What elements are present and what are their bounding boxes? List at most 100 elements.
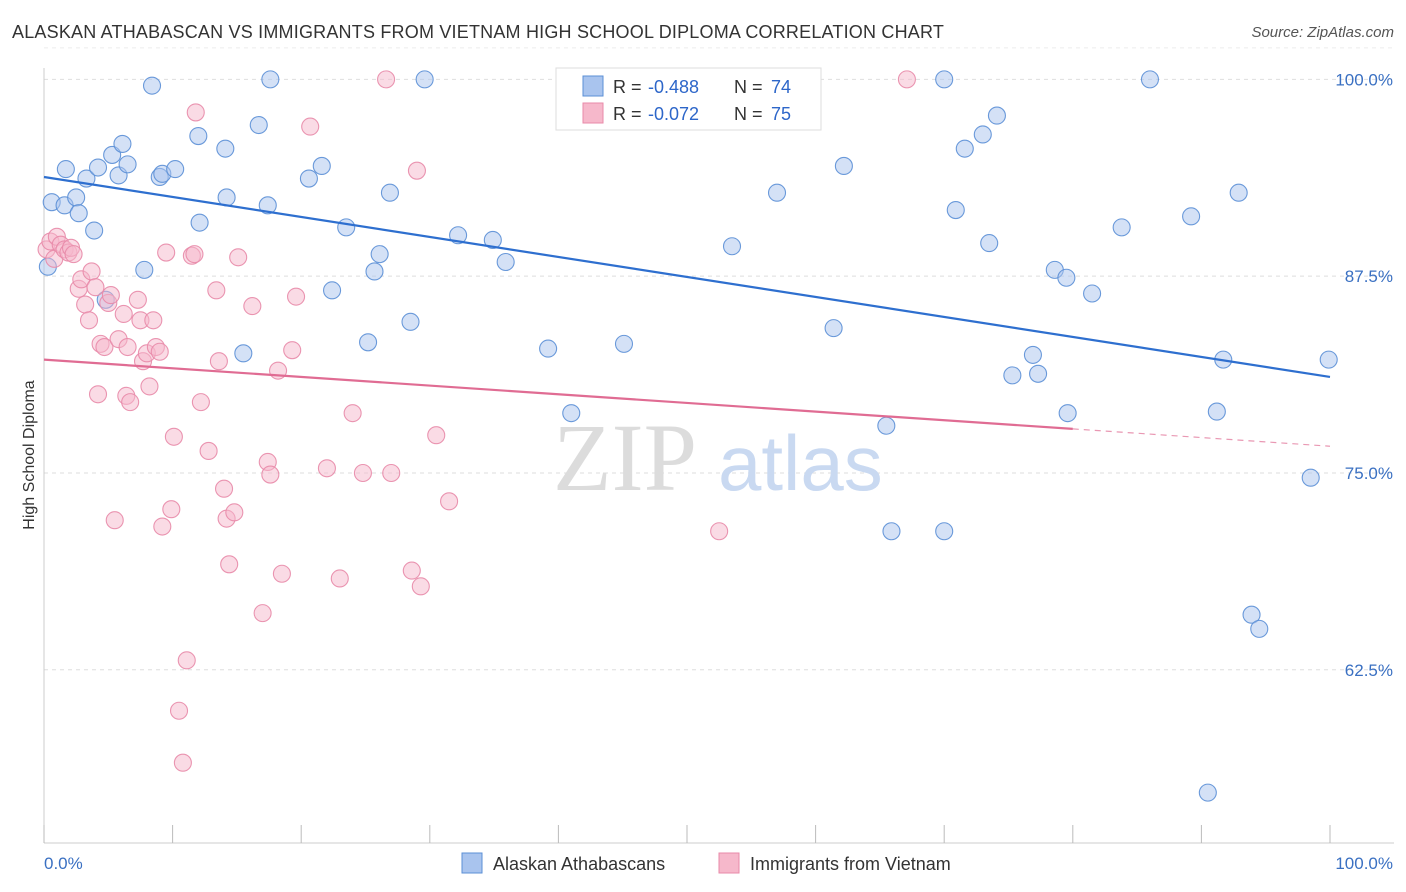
athabascan-point xyxy=(1029,364,1048,383)
athabascan-point xyxy=(88,158,108,177)
vietnam-point xyxy=(95,337,114,357)
vietnam-point xyxy=(207,281,226,300)
vietnam-point xyxy=(199,441,218,460)
athabascan-point xyxy=(1182,207,1201,226)
athabascan-point xyxy=(1083,284,1102,303)
vietnam-point xyxy=(114,304,133,324)
athabascan-point xyxy=(1057,268,1076,287)
vietnam-point xyxy=(79,311,99,330)
athabascan-point xyxy=(166,160,185,179)
athabascan-point xyxy=(234,344,253,363)
vietnam-point xyxy=(897,70,916,89)
athabascan-point xyxy=(1301,468,1320,487)
athabascan-point xyxy=(135,260,154,279)
vietnam-point xyxy=(229,248,248,267)
vietnam-point xyxy=(76,295,95,314)
vietnam-point xyxy=(427,426,446,445)
x-tick-label: 0.0% xyxy=(44,854,83,873)
vietnam-point xyxy=(150,342,169,361)
athabascan-point xyxy=(118,155,137,174)
stats-r-label-2: R = xyxy=(613,104,642,124)
stats-r-value-2: -0.072 xyxy=(648,104,699,124)
vietnam-point xyxy=(121,393,140,412)
athabascan-point xyxy=(1003,366,1022,385)
watermark: ZIP atlas xyxy=(553,404,883,511)
vietnam-point xyxy=(118,337,137,357)
athabascan-point xyxy=(1058,404,1077,423)
vietnam-point xyxy=(105,511,124,530)
athabascan-point xyxy=(312,156,331,176)
athabascan-point xyxy=(496,252,515,272)
vietnam-point xyxy=(162,500,181,519)
stats-r-value-1: -0.488 xyxy=(648,77,699,97)
y-axis-title: High School Diploma xyxy=(21,380,38,530)
vietnam-point xyxy=(225,503,244,522)
vietnam-point xyxy=(301,117,320,136)
athabascan-point xyxy=(142,76,162,95)
athabascan-point xyxy=(824,319,843,338)
athabascan-point xyxy=(935,522,954,541)
vietnam-point xyxy=(177,651,196,670)
athabascan-point xyxy=(365,262,384,281)
athabascan-point xyxy=(113,134,132,153)
athabascan-point xyxy=(980,234,999,253)
vietnam-point xyxy=(382,463,401,483)
vietnam-point xyxy=(407,161,426,180)
vietnam-point xyxy=(209,352,228,371)
watermark-atlas: atlas xyxy=(718,419,883,507)
vietnam-point xyxy=(191,393,210,412)
vietnam-trendline xyxy=(43,358,1073,431)
athabascan-point xyxy=(1140,70,1160,89)
athabascan-point xyxy=(261,70,280,89)
athabascan-point xyxy=(189,126,208,146)
chart-title: ALASKAN ATHABASCAN VS IMMIGRANTS FROM VI… xyxy=(12,22,945,42)
athabascan-point xyxy=(834,156,853,176)
athabascan-trendline xyxy=(43,175,1331,379)
vietnam-point xyxy=(82,262,101,281)
stats-n-value-2: 75 xyxy=(771,104,791,124)
athabascan-point xyxy=(722,237,742,256)
vietnam-point xyxy=(317,459,336,478)
athabascan-point xyxy=(415,70,434,89)
bottom-legend: Alaskan Athabascans Immigrants from Viet… xyxy=(461,852,951,874)
stats-r-label-1: R = xyxy=(613,77,642,97)
athabascan-point xyxy=(1242,605,1261,624)
athabascan-point xyxy=(69,204,88,223)
athabascan-point xyxy=(973,125,992,144)
athabascan-point xyxy=(946,200,965,220)
athabascan-point xyxy=(987,106,1006,125)
athabascan-point xyxy=(85,221,104,240)
vietnam-point xyxy=(283,341,302,360)
athabascan-point xyxy=(767,183,787,202)
stats-swatch-pink xyxy=(582,102,604,124)
vietnam-point xyxy=(153,517,172,536)
athabascan-point xyxy=(483,230,502,250)
y-tick-label: 87.5% xyxy=(1345,267,1393,286)
vietnam-point xyxy=(101,286,120,305)
trend-layer xyxy=(43,175,1331,447)
athabascan-point xyxy=(1023,345,1042,364)
vietnam-point xyxy=(261,465,280,484)
x-tick-label: 100.0% xyxy=(1335,854,1393,873)
vietnam-point xyxy=(353,463,372,483)
athabascan-point xyxy=(1250,619,1269,638)
athabascan-point xyxy=(539,339,558,358)
vietnam-point xyxy=(214,479,234,498)
athabascan-point xyxy=(449,226,468,245)
athabascan-point xyxy=(67,188,86,207)
vietnam-point xyxy=(272,564,291,583)
athabascan-point xyxy=(1207,402,1226,421)
legend-label-vietnam: Immigrants from Vietnam xyxy=(750,854,951,874)
athabascan-point xyxy=(1112,218,1131,237)
vietnam-point xyxy=(173,753,192,772)
athabascan-point xyxy=(877,416,896,435)
vietnam-point xyxy=(157,243,176,262)
athabascan-point xyxy=(370,245,389,264)
vietnam-point xyxy=(144,311,163,330)
athabascan-point xyxy=(562,404,581,423)
vietnam-point xyxy=(253,604,272,623)
athabascan-point xyxy=(380,183,399,202)
athabascan-point xyxy=(299,169,318,188)
y-tick-label: 62.5% xyxy=(1345,661,1393,680)
vietnam-point xyxy=(287,287,306,306)
